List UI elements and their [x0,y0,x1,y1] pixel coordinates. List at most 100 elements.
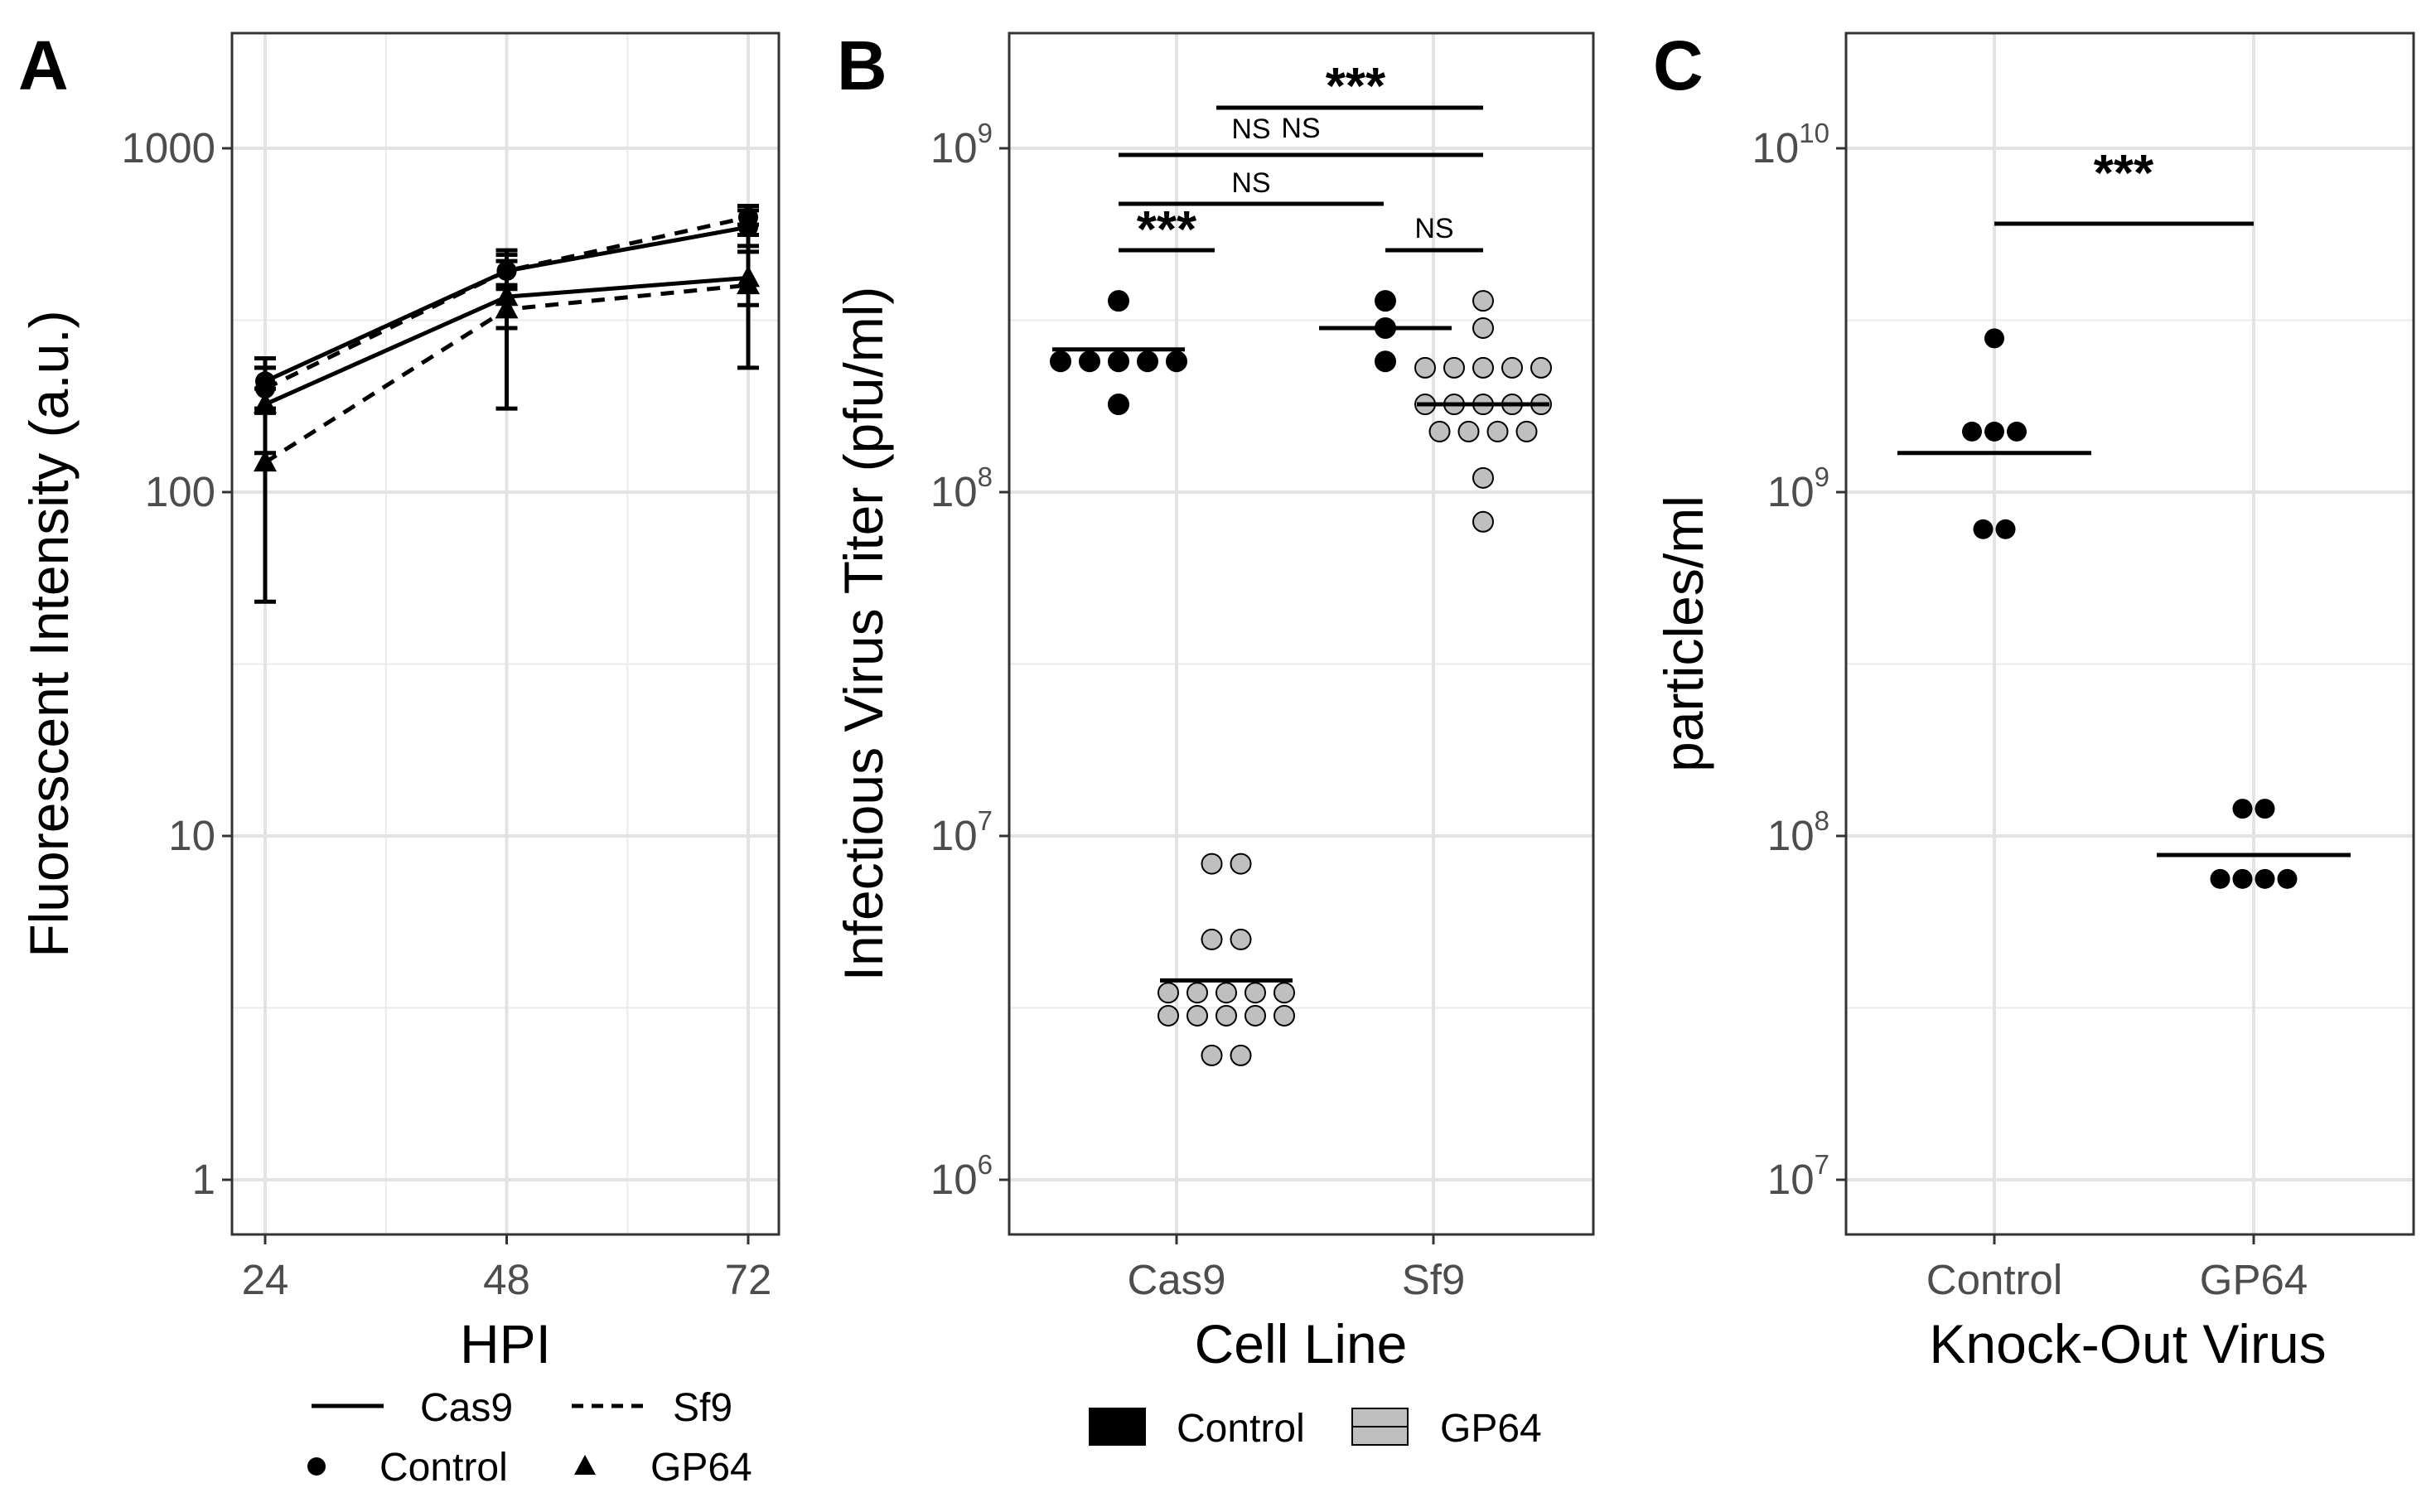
x-tick-label: Cas9 [1127,1256,1225,1303]
bracket-label: *** [1326,58,1386,115]
y-tick-label: 109 [1767,461,1829,515]
data-point-control [1137,350,1158,373]
panel-b-medians [1052,326,1549,983]
panel-c-ticks: 107 108 109 1010 Control GP64 [1752,118,2308,1303]
panel-c-points [1962,328,2298,889]
data-point [254,450,277,472]
data-point [2232,868,2253,889]
legend-label-cas9: Cas9 [420,1386,513,1430]
data-point-control [1375,290,1396,312]
data-point [1984,421,2004,442]
legend-label-sf9: Sf9 [673,1386,732,1430]
panel-b-border [1008,31,1595,1236]
legend-label-gp64: GP64 [650,1446,752,1490]
data-point-control [1108,350,1129,373]
legend-label-gp64: GP64 [1440,1407,1542,1451]
data-point-gp64 [1472,466,1494,489]
legend-label-control: Control [1177,1407,1305,1451]
data-point-gp64 [1244,1004,1266,1027]
panel-b-comparisons: *** NS NS NS NS *** [1119,58,1483,258]
panel-b-legend: Control GP64 [1089,1407,1542,1451]
data-point-gp64 [1244,982,1266,1004]
data-point [1995,519,2016,539]
data-point-gp64 [1428,420,1451,442]
panel-letter-a: A [18,27,69,104]
data-point [495,284,519,307]
legend-marker-gp64 [574,1455,596,1475]
bracket-label: NS [1281,113,1320,144]
bracket-label: NS [1231,114,1270,145]
data-point [2255,868,2275,889]
bracket-label: *** [2094,145,2154,202]
data-point [495,297,519,319]
data-point [1962,421,1982,442]
panel-b-xlabel: Cell Line [1195,1313,1408,1374]
panel-letter-c: C [1653,27,1704,104]
panel-c: C 107 108 109 1010 Control GP64 *** Knock-Out… [1653,27,2415,1374]
data-point [737,273,760,295]
data-point [2232,799,2253,819]
y-tick-label: 107 [930,805,993,859]
panel-a-xlabel: HPI [460,1313,551,1374]
data-point-gp64 [1472,356,1494,379]
data-point-gp64 [1472,316,1494,339]
panel-a-grid [232,33,779,1234]
legend-label-control: Control [379,1446,508,1490]
x-tick-label: 24 [242,1256,289,1303]
y-tick-label: 1000 [122,124,215,171]
data-point-gp64 [1443,356,1465,379]
x-tick-label: 72 [725,1256,772,1303]
data-point-gp64 [1530,356,1552,379]
x-tick-label: Control [1926,1256,2062,1303]
panel-b-background [1009,33,1593,1234]
legend-swatch-control [1089,1408,1146,1446]
data-point-gp64 [1201,928,1223,950]
data-point [2277,868,2298,889]
y-tick-label: 107 [1767,1149,1829,1203]
data-point-gp64 [1472,510,1494,533]
x-tick-label: Sf9 [1402,1256,1466,1303]
data-point-gp64 [1187,982,1208,1004]
data-point-gp64 [1187,1004,1208,1027]
panel-a-ylabel: Fluorescent Intensity (a.u.) [18,310,80,957]
y-tick-label: 109 [930,118,993,171]
y-tick-label: 108 [930,461,993,515]
panel-b-points [1050,290,1552,1066]
x-tick-label: 48 [483,1256,530,1303]
panel-letter-b: B [837,27,887,104]
data-point [2007,421,2027,442]
data-point-gp64 [1414,356,1436,379]
data-point [738,207,758,228]
panel-b: B 106 107 108 109 Cas9 Sf9 *** NS NS NS NS **… [833,27,1595,1451]
data-point-gp64 [1216,1004,1237,1027]
data-point-gp64 [1472,290,1494,312]
data-point [1973,519,1994,539]
data-point [1984,328,2004,349]
data-point-gp64 [1216,982,1237,1004]
bracket-label: NS [1231,167,1270,199]
x-tick-label: GP64 [2200,1256,2308,1303]
data-point-control [1108,394,1129,416]
panel-c-xlabel: Knock-Out Virus [1929,1313,2326,1374]
data-point-control [1108,290,1129,312]
data-point-gp64 [1501,356,1523,379]
y-tick-label: 108 [1767,805,1829,859]
data-point-control [1079,350,1100,373]
data-point-gp64 [1230,1044,1252,1066]
panel-c-ylabel: particles/ml [1653,495,1714,772]
data-point-gp64 [1158,982,1179,1004]
data-point-gp64 [1515,420,1538,442]
bracket-label: NS [1414,213,1453,244]
panel-b-ylabel: Infectious Virus Titer (pfu/ml) [833,287,894,982]
data-point-control [1050,350,1071,373]
panel-c-grid [1846,33,2414,1234]
panel-c-medians [1897,451,2351,857]
y-tick-label: 1 [192,1156,215,1203]
data-point-gp64 [1230,928,1252,950]
y-tick-label: 1010 [1752,118,1829,171]
data-point-gp64 [1273,982,1295,1004]
data-point-gp64 [1201,1044,1223,1066]
panel-a-border [230,31,781,1236]
panel-a-legend: Cas9 Sf9 Control GP64 [307,1386,752,1490]
